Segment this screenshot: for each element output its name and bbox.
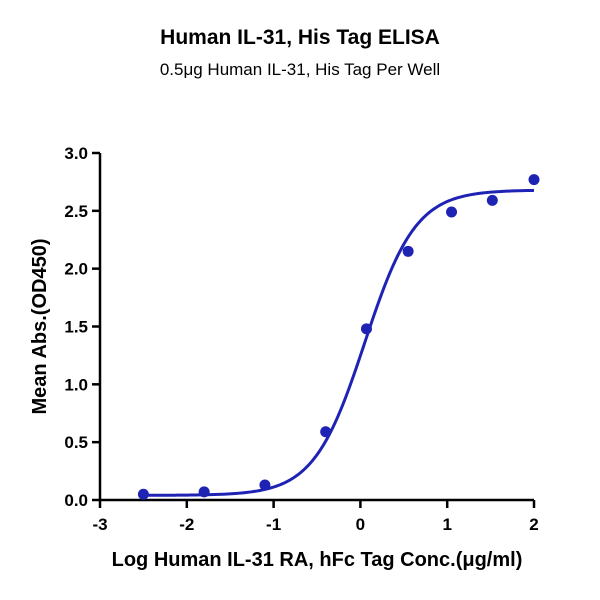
- data-point: [259, 479, 271, 491]
- y-tick-label: 3.0: [64, 144, 88, 163]
- y-tick-label: 1.5: [64, 318, 88, 337]
- fit-curve: [143, 188, 535, 497]
- axis-labels-layer: Log Human IL-31 RA, hFc Tag Conc.(μg/ml)…: [29, 239, 522, 571]
- x-tick-label: -2: [179, 515, 194, 534]
- chart-subtitle: 0.5μg Human IL-31, His Tag Per Well: [159, 60, 441, 79]
- y-axis-label: Mean Abs.(OD450): [29, 239, 51, 415]
- y-tick-label: 1.0: [64, 375, 88, 394]
- x-tick-label: 0: [356, 515, 365, 534]
- x-axis-label: Log Human IL-31 RA, hFc Tag Conc.(μg/ml): [112, 549, 523, 571]
- data-point: [528, 174, 540, 186]
- y-tick-label: 2.5: [64, 202, 88, 221]
- data-point: [320, 426, 332, 438]
- data-point: [137, 488, 149, 500]
- x-tick-label: 1: [442, 515, 451, 534]
- x-tick-label: 2: [529, 515, 538, 534]
- axes: 0.0 0.5 1.0 1.5 2.0 2.5 3.0 -3 -2 -1 0 1 2: [64, 144, 538, 534]
- data-point: [486, 194, 498, 206]
- y-tick-label: 2.0: [64, 260, 88, 279]
- data-point: [198, 486, 210, 498]
- y-tick-label: 0.0: [64, 491, 88, 510]
- data-point: [402, 245, 414, 257]
- fit-curve-layer: [143, 188, 535, 497]
- data-points-layer: [137, 174, 540, 500]
- data-point: [360, 323, 372, 335]
- chart-title: Human IL-31, His Tag ELISA: [160, 26, 440, 49]
- x-tick-label: -3: [92, 515, 107, 534]
- data-point: [446, 206, 458, 218]
- y-tick-label: 0.5: [64, 433, 88, 452]
- x-tick-label: -1: [266, 515, 281, 534]
